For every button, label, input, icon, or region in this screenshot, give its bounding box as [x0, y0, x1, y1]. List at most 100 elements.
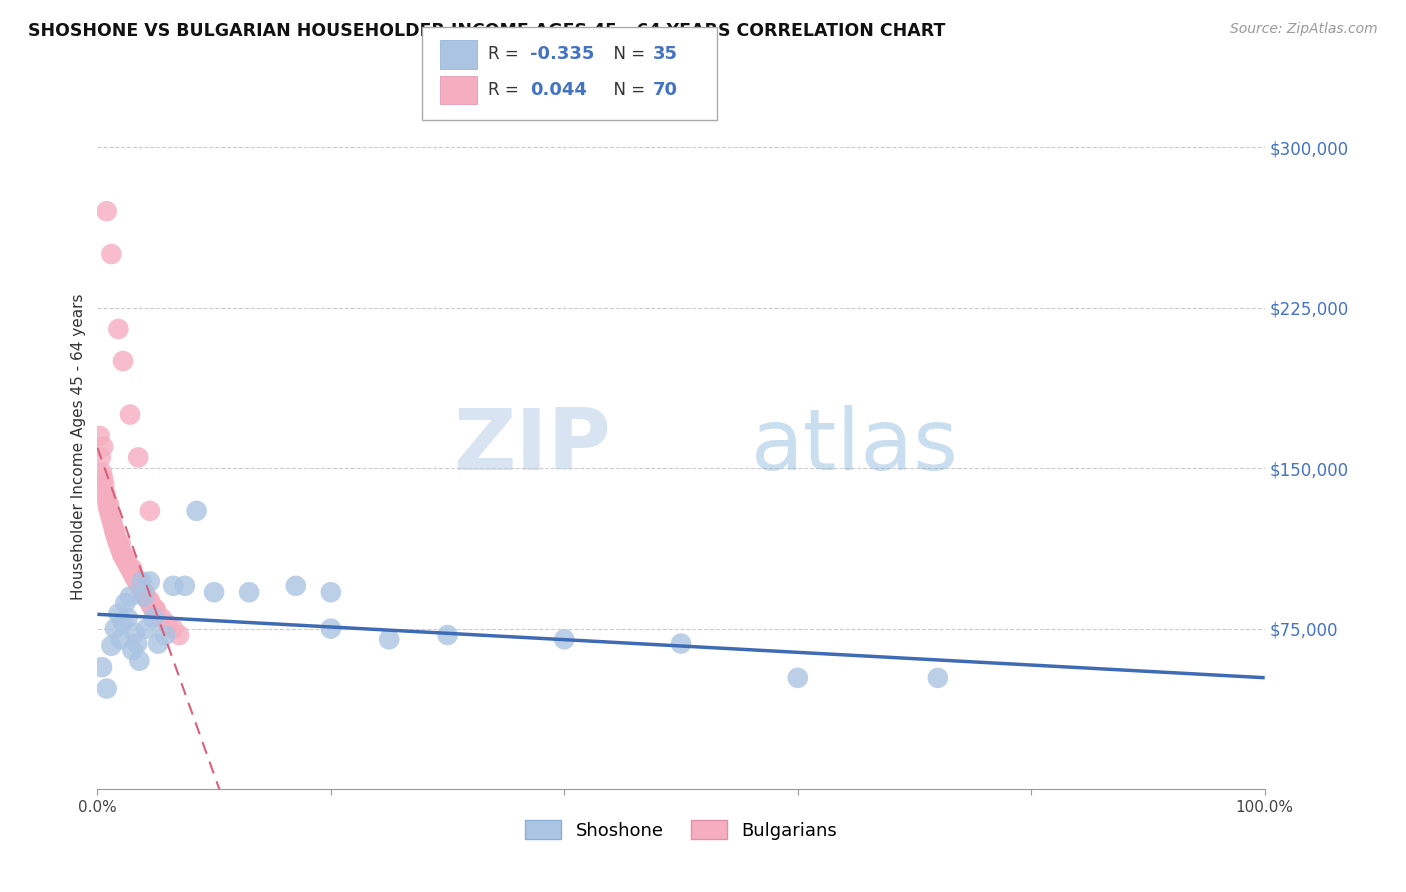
- Point: [96, 493, 118, 508]
- Point: [132, 585, 155, 599]
- Point: [145, 602, 167, 616]
- Point: [121, 566, 143, 580]
- Point: [91, 440, 114, 454]
- Point: [110, 536, 132, 550]
- Point: [107, 536, 129, 550]
- Point: [135, 622, 157, 636]
- Point: [100, 512, 122, 526]
- Point: [669, 637, 692, 651]
- Point: [117, 611, 139, 625]
- Point: [100, 247, 122, 261]
- Point: [139, 574, 162, 589]
- Point: [139, 504, 162, 518]
- Point: [111, 547, 134, 561]
- Point: [127, 576, 149, 591]
- Text: R =: R =: [488, 45, 524, 63]
- Point: [238, 585, 260, 599]
- Point: [104, 525, 127, 540]
- Text: ZIP: ZIP: [453, 405, 612, 488]
- Point: [319, 622, 342, 636]
- Point: [112, 549, 135, 563]
- Point: [150, 611, 173, 625]
- Text: N =: N =: [603, 81, 651, 99]
- Point: [118, 559, 141, 574]
- Point: [121, 562, 143, 576]
- Point: [378, 632, 401, 647]
- Point: [125, 574, 148, 589]
- Point: [120, 564, 142, 578]
- Text: N =: N =: [603, 45, 651, 63]
- Point: [156, 617, 179, 632]
- Point: [141, 600, 163, 615]
- Point: [121, 643, 143, 657]
- Point: [139, 594, 162, 608]
- Point: [98, 498, 121, 512]
- Point: [108, 541, 131, 555]
- Point: [132, 585, 155, 599]
- Point: [94, 487, 117, 501]
- Point: [153, 628, 176, 642]
- Point: [97, 500, 120, 514]
- Point: [124, 626, 146, 640]
- Point: [112, 551, 135, 566]
- Point: [146, 637, 169, 651]
- Point: [167, 628, 190, 642]
- Point: [100, 639, 122, 653]
- Point: [436, 628, 458, 642]
- Text: 70: 70: [652, 81, 678, 99]
- Point: [101, 516, 124, 531]
- Point: [139, 598, 162, 612]
- Point: [117, 558, 139, 572]
- Point: [127, 574, 149, 589]
- Point: [162, 622, 184, 636]
- Point: [104, 525, 127, 540]
- Text: -0.335: -0.335: [530, 45, 595, 63]
- Point: [125, 637, 148, 651]
- Point: [128, 654, 150, 668]
- Text: 35: 35: [652, 45, 678, 63]
- Point: [118, 408, 141, 422]
- Point: [125, 573, 148, 587]
- Point: [162, 579, 184, 593]
- Point: [138, 594, 160, 608]
- Point: [110, 542, 132, 557]
- Point: [143, 602, 166, 616]
- Point: [284, 579, 307, 593]
- Point: [103, 521, 125, 535]
- Point: [104, 622, 127, 636]
- Point: [118, 562, 141, 576]
- Text: R =: R =: [488, 81, 524, 99]
- Point: [105, 533, 128, 548]
- Point: [142, 611, 165, 625]
- Point: [91, 466, 114, 480]
- Point: [927, 671, 949, 685]
- Point: [142, 600, 165, 615]
- Point: [786, 671, 808, 685]
- Point: [110, 632, 132, 647]
- Point: [132, 590, 155, 604]
- Point: [132, 585, 155, 599]
- Point: [98, 504, 121, 518]
- Point: [118, 590, 141, 604]
- Point: [131, 583, 153, 598]
- Text: SHOSHONE VS BULGARIAN HOUSEHOLDER INCOME AGES 45 - 64 YEARS CORRELATION CHART: SHOSHONE VS BULGARIAN HOUSEHOLDER INCOME…: [28, 22, 945, 40]
- Point: [127, 450, 149, 465]
- Point: [134, 587, 156, 601]
- Point: [124, 570, 146, 584]
- Point: [91, 660, 114, 674]
- Point: [186, 504, 208, 518]
- Point: [319, 585, 342, 599]
- Y-axis label: Householder Income Ages 45 - 64 years: Householder Income Ages 45 - 64 years: [72, 293, 86, 600]
- Point: [107, 607, 129, 621]
- Point: [136, 591, 159, 606]
- Point: [115, 555, 138, 569]
- Point: [115, 551, 138, 566]
- Point: [122, 568, 145, 582]
- Point: [553, 632, 575, 647]
- Text: 0.044: 0.044: [530, 81, 586, 99]
- Point: [145, 605, 167, 619]
- Point: [112, 615, 135, 630]
- Text: atlas: atlas: [751, 405, 959, 488]
- Point: [96, 681, 118, 696]
- Point: [139, 596, 162, 610]
